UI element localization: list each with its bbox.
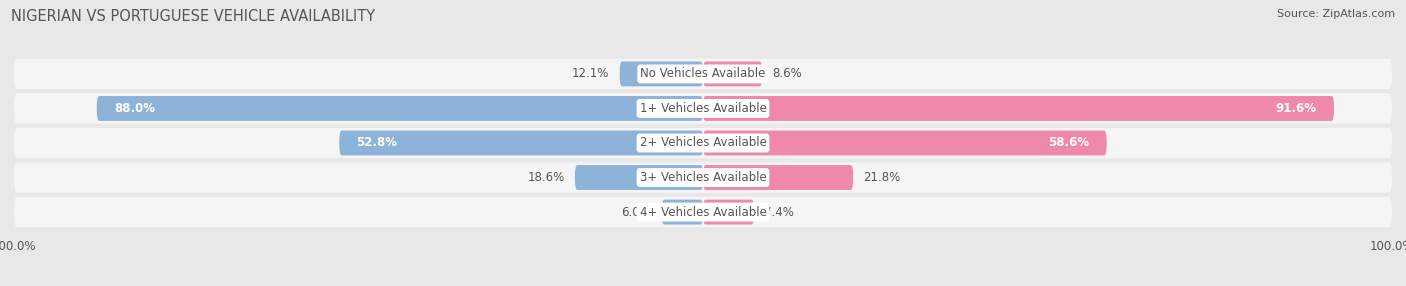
- Text: 91.6%: 91.6%: [1275, 102, 1317, 115]
- FancyBboxPatch shape: [14, 93, 1392, 124]
- Text: 18.6%: 18.6%: [527, 171, 565, 184]
- FancyBboxPatch shape: [14, 128, 1392, 158]
- FancyBboxPatch shape: [703, 96, 1334, 121]
- Text: 7.4%: 7.4%: [765, 206, 794, 219]
- FancyBboxPatch shape: [703, 131, 1107, 155]
- Text: 88.0%: 88.0%: [114, 102, 155, 115]
- FancyBboxPatch shape: [14, 59, 1392, 89]
- Text: 4+ Vehicles Available: 4+ Vehicles Available: [640, 206, 766, 219]
- Text: 8.6%: 8.6%: [772, 67, 803, 80]
- FancyBboxPatch shape: [703, 200, 754, 225]
- FancyBboxPatch shape: [339, 131, 703, 155]
- FancyBboxPatch shape: [703, 61, 762, 86]
- Text: 52.8%: 52.8%: [357, 136, 398, 150]
- FancyBboxPatch shape: [575, 165, 703, 190]
- Text: 3+ Vehicles Available: 3+ Vehicles Available: [640, 171, 766, 184]
- FancyBboxPatch shape: [662, 200, 703, 225]
- Text: Source: ZipAtlas.com: Source: ZipAtlas.com: [1277, 9, 1395, 19]
- Text: 6.0%: 6.0%: [621, 206, 651, 219]
- Text: NIGERIAN VS PORTUGUESE VEHICLE AVAILABILITY: NIGERIAN VS PORTUGUESE VEHICLE AVAILABIL…: [11, 9, 375, 23]
- FancyBboxPatch shape: [620, 61, 703, 86]
- Text: No Vehicles Available: No Vehicles Available: [640, 67, 766, 80]
- Text: 1+ Vehicles Available: 1+ Vehicles Available: [640, 102, 766, 115]
- FancyBboxPatch shape: [703, 165, 853, 190]
- Text: 21.8%: 21.8%: [863, 171, 901, 184]
- FancyBboxPatch shape: [14, 162, 1392, 193]
- FancyBboxPatch shape: [14, 197, 1392, 227]
- Text: 12.1%: 12.1%: [572, 67, 609, 80]
- Text: 58.6%: 58.6%: [1049, 136, 1090, 150]
- FancyBboxPatch shape: [97, 96, 703, 121]
- Text: 2+ Vehicles Available: 2+ Vehicles Available: [640, 136, 766, 150]
